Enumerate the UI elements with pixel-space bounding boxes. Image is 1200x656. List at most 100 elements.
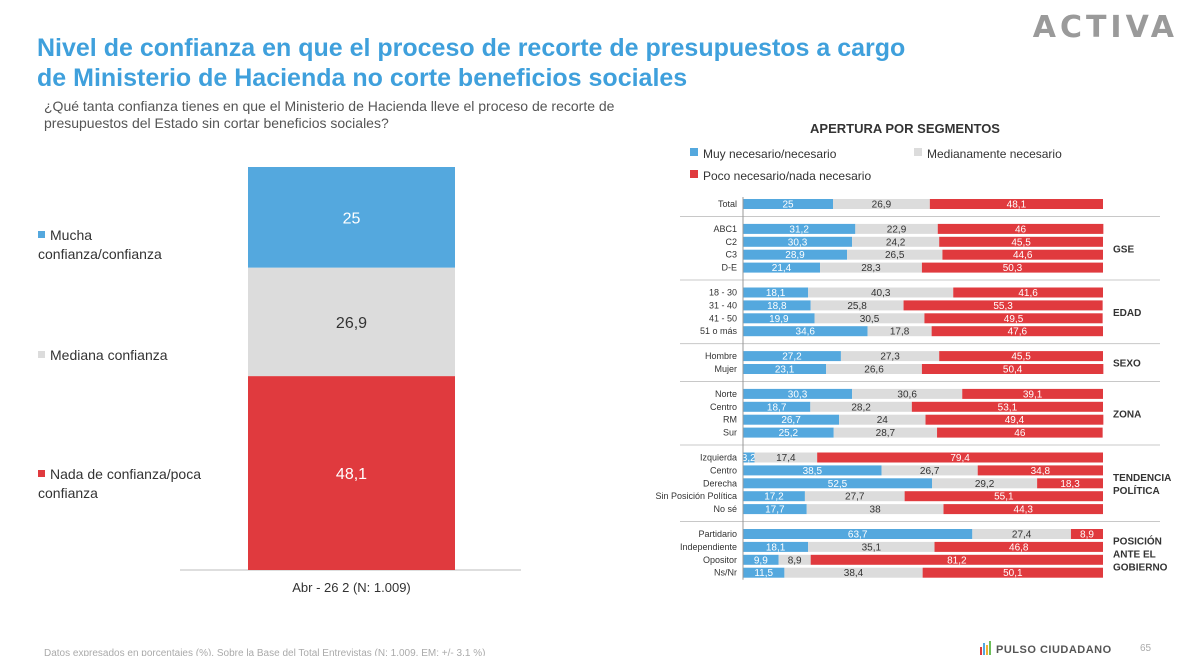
brand-label: PULSO CIUDADANO — [996, 644, 1112, 656]
data-label: 22,9 — [887, 224, 907, 235]
data-label: 28,7 — [876, 428, 896, 439]
row-label: Centro — [710, 402, 737, 412]
segments-title: APERTURA POR SEGMENTOS — [810, 121, 1000, 136]
data-label: 18,7 — [767, 402, 787, 413]
bar-segment — [962, 388, 1103, 399]
legend-label: Mediana confianza — [50, 347, 168, 363]
data-label: 50,4 — [1003, 365, 1023, 376]
data-label: 38,5 — [803, 466, 823, 477]
data-label: 17,2 — [764, 492, 784, 503]
bar-segment — [817, 452, 1103, 463]
bar-segment — [939, 236, 1103, 247]
bar-segment — [248, 376, 455, 570]
data-label: 50,3 — [1003, 263, 1023, 274]
bar-segment — [839, 414, 926, 425]
data-label: 25,8 — [847, 301, 867, 312]
bar-segment — [743, 223, 856, 234]
data-label: 35,1 — [862, 542, 882, 553]
bar-segment — [743, 554, 779, 565]
data-label: 46 — [1015, 224, 1027, 235]
bar-segment — [806, 504, 944, 515]
bar-segment — [743, 262, 821, 273]
bar-segment — [852, 236, 940, 247]
bar-segment — [743, 427, 834, 438]
data-label: 38,4 — [844, 568, 864, 579]
row-label: Total — [718, 199, 737, 209]
data-label: 18,1 — [766, 288, 786, 299]
data-label: 30,6 — [897, 389, 917, 400]
data-label: 26,7 — [920, 466, 940, 477]
data-label: 34,8 — [1031, 466, 1051, 477]
data-label: 44,3 — [1014, 505, 1034, 516]
data-label: 28,2 — [851, 402, 871, 413]
data-label: 50,1 — [1003, 568, 1023, 579]
seg-legend-item-3: Poco necesario/nada necesario — [690, 169, 871, 183]
group-label: ANTE EL — [1113, 549, 1156, 560]
data-label: 26,9 — [872, 200, 892, 211]
data-label: 24,2 — [886, 237, 906, 248]
bar-segment — [754, 452, 818, 463]
bar-segment — [743, 300, 811, 311]
data-label: 53,1 — [998, 402, 1018, 413]
row-label: C3 — [725, 250, 737, 260]
footnote: Datos expresados en porcentajes (%). Sob… — [44, 648, 486, 656]
main-stacked-bar-chart: 25 26,9 48,1 Abr - 26 2 (N: 1.009) — [180, 167, 521, 595]
data-label: 44,6 — [1013, 250, 1033, 261]
legend-item-nada: Nada de confianza/poca confianza — [38, 465, 213, 503]
bar-segment — [934, 541, 1103, 552]
data-label: 25 — [343, 210, 361, 227]
legend-label: Mucha confianza/confianza — [38, 227, 162, 262]
bar-segment — [743, 249, 848, 260]
row-label: C2 — [725, 237, 737, 247]
group-label: POLÍTICA — [1113, 484, 1160, 497]
data-label: 31,2 — [789, 224, 809, 235]
bar-segment — [931, 326, 1103, 337]
bar-segment — [778, 554, 811, 565]
data-label: 34,6 — [796, 327, 816, 338]
group-label: POSICIÓN — [1113, 534, 1162, 547]
data-label: 49,5 — [1004, 314, 1024, 325]
bar-segment — [932, 478, 1038, 489]
seg-legend-item-2: Medianamente necesario — [914, 147, 1062, 161]
legend-item-mucha: Mucha confianza/confianza — [38, 226, 188, 264]
bar-segment — [977, 465, 1103, 476]
bar-segment — [953, 287, 1103, 298]
bar-segment — [972, 529, 1071, 539]
row-label: 51 o más — [700, 326, 738, 336]
bar-segment — [743, 491, 805, 502]
bar-segment — [743, 351, 841, 362]
data-label: 17,8 — [890, 327, 910, 338]
data-label: 26,7 — [781, 415, 801, 426]
data-label: 26,5 — [885, 250, 905, 261]
row-label: Hombre — [705, 351, 737, 361]
row-label: ABC1 — [713, 224, 737, 234]
bar-segment — [921, 364, 1104, 374]
bar-segment — [1037, 478, 1103, 489]
seg-legend-item-1: Muy necesario/necesario — [690, 147, 836, 161]
data-label: 30,5 — [860, 314, 880, 325]
data-label: 18,1 — [766, 542, 786, 553]
bar-segment — [743, 414, 840, 425]
row-label: Izquierda — [700, 453, 737, 463]
seg-legend-swatch-gray — [914, 148, 922, 156]
bar-segment — [911, 401, 1103, 412]
page-number: 65 — [1140, 643, 1152, 654]
data-label: 45,5 — [1011, 352, 1031, 363]
data-label: 21,4 — [772, 263, 792, 274]
data-label: 27,4 — [1012, 530, 1032, 541]
category-label: Abr - 26 2 (N: 1.009) — [292, 580, 411, 595]
legend-swatch-red — [38, 470, 45, 477]
data-label: 52,5 — [828, 479, 848, 490]
bar-segment — [814, 313, 925, 324]
group-label: GSE — [1113, 244, 1134, 255]
row-label: Independiente — [680, 542, 737, 552]
group-label: GOBIERNO — [1113, 562, 1168, 573]
data-label: 11,5 — [754, 568, 773, 579]
group-label: ZONA — [1113, 409, 1141, 420]
bar-segment — [743, 388, 853, 399]
data-label: 63,7 — [848, 530, 868, 541]
bar-segment — [904, 491, 1103, 502]
seg-legend-swatch-blue — [690, 148, 698, 156]
bar-segment — [881, 465, 978, 476]
